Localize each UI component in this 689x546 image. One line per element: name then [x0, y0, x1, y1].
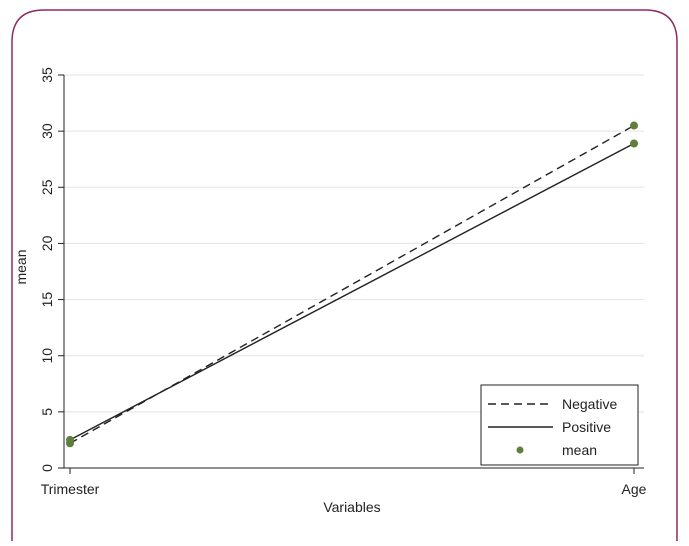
y-tick-label: 10 [39, 348, 55, 364]
axes: 0 5 10 15 20 25 30 35 Trimester Age [39, 67, 647, 497]
y-tick-label: 25 [39, 179, 55, 195]
legend: Negative Positive mean [480, 384, 639, 466]
legend-positive-label: Positive [562, 419, 611, 435]
y-tick-label: 0 [39, 464, 55, 472]
series-line-positive [69, 142, 635, 441]
mean-point-positive-age [630, 139, 638, 148]
mean-markers [66, 121, 638, 448]
y-tick-label: 20 [39, 235, 55, 251]
mean-point-positive-trimester [66, 435, 74, 444]
y-tick-label: 15 [39, 292, 55, 308]
x-tick-label: Age [622, 481, 647, 497]
legend-box [480, 384, 639, 466]
x-tick-label: Trimester [41, 481, 100, 497]
y-tick-label: 5 [39, 408, 55, 416]
mean-point-negative-age [630, 121, 638, 130]
frame-border [11, 9, 678, 541]
legend-mean-label: mean [562, 442, 597, 458]
y-axis-label: mean [13, 249, 29, 284]
x-axis-label: Variables [323, 499, 380, 515]
y-tick-label: 30 [39, 123, 55, 139]
series-lines [69, 124, 635, 444]
legend-negative-label: Negative [562, 396, 617, 412]
legend-mean-marker [516, 446, 524, 454]
y-tick-label: 35 [39, 67, 55, 83]
